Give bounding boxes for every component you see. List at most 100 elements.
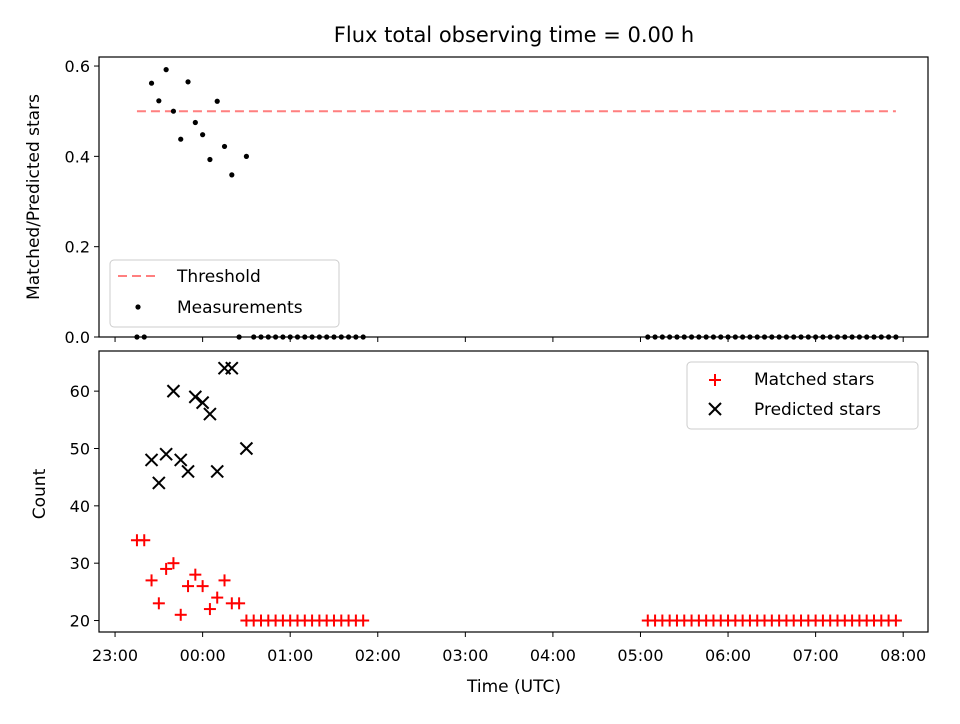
measurement-point	[243, 153, 250, 159]
measurement-point	[740, 334, 746, 340]
matched-star-point	[889, 614, 902, 627]
predicted-star-point	[166, 384, 181, 398]
measurement-point	[688, 334, 695, 340]
marker-stroke	[166, 384, 181, 398]
x-tick-label: 07:00	[793, 646, 839, 665]
measurement-point	[747, 334, 753, 340]
predicted-star-point	[210, 464, 224, 479]
x-tick-label: 02:00	[355, 646, 401, 665]
x-tick-label: 03:00	[442, 646, 488, 665]
y-tick-label: 0.4	[65, 147, 90, 166]
measurement-point	[652, 334, 658, 340]
matched-star-point	[182, 580, 195, 593]
y-tick-label: 0.6	[65, 57, 90, 76]
legend-matched-swatch	[709, 374, 721, 386]
top-x-axis	[114, 337, 904, 342]
bottom-y-axis: 20 30 40 50 60	[70, 382, 99, 631]
measurement-point	[667, 334, 673, 340]
predicted-star-point	[203, 407, 217, 421]
measurement-point	[324, 334, 330, 340]
x-tick-label: 04:00	[530, 646, 576, 665]
measurement-point	[353, 334, 359, 340]
predicted-star-point	[181, 464, 195, 479]
x-axis-label: Time (UTC)	[466, 677, 561, 697]
x-tick-label: 00:00	[180, 646, 226, 665]
predicted-star-point	[225, 361, 239, 375]
measurement-point	[761, 334, 768, 340]
matched-star-point	[145, 574, 158, 587]
marker-stroke	[181, 464, 195, 479]
chart-title: Flux total observing time = 0.00 h	[334, 23, 694, 47]
y-tick-label: 60	[70, 382, 90, 401]
measurement-point	[696, 334, 702, 340]
measurement-point	[732, 334, 738, 340]
measurement-point	[207, 156, 213, 163]
measurement-point	[885, 334, 892, 340]
y-tick-label: 0.0	[65, 328, 90, 347]
measurement-point	[280, 334, 286, 340]
predicted-star-point	[152, 476, 166, 490]
measurement-point	[156, 98, 162, 104]
measurement-point	[827, 334, 833, 340]
matched-star-point	[160, 562, 173, 575]
measurement-point	[849, 334, 855, 340]
bottom-x-axis: 23:00 00:00 01:00 02:00 03:00 04:00 05:00 06:00…	[92, 632, 926, 665]
bottom-panel-marks	[130, 361, 902, 627]
x-tick-label: 23:00	[92, 646, 138, 665]
measurement-point	[791, 334, 797, 340]
measurement-point	[200, 132, 206, 138]
bottom-y-axis-label: Count	[30, 468, 50, 519]
measurement-point	[754, 334, 760, 340]
measurement-point	[331, 334, 337, 340]
measurement-point	[170, 108, 177, 114]
measurement-point	[229, 172, 235, 178]
top-panel-frame	[98, 56, 929, 338]
measurement-point	[703, 334, 709, 340]
measurement-point	[776, 334, 782, 340]
bottom-panel-frame	[98, 350, 929, 633]
top-panel-marks	[134, 67, 899, 340]
measurement-point	[265, 334, 271, 340]
marker-stroke	[152, 476, 166, 490]
predicted-star-point	[188, 390, 203, 404]
matched-star-point	[138, 534, 151, 547]
measurement-point	[834, 334, 841, 340]
measurement-point	[178, 136, 184, 142]
measurement-point	[309, 334, 315, 340]
measurement-point	[769, 334, 775, 340]
marker-stroke	[195, 395, 210, 410]
legend-measurements-swatch	[135, 304, 141, 310]
measurement-point	[842, 334, 848, 340]
predicted-star-point	[239, 441, 254, 456]
x-tick-label: 05:00	[617, 646, 663, 665]
measurement-point	[338, 334, 344, 340]
predicted-star-point	[159, 447, 173, 461]
marker-stroke	[239, 441, 254, 456]
top-y-axis-label: Matched/Predicted stars	[24, 94, 44, 300]
bottom-legend-box	[686, 361, 919, 430]
matched-star-point	[211, 591, 224, 604]
legend-matched-label: Matched stars	[754, 370, 874, 390]
measurement-point	[681, 334, 687, 340]
legend-threshold-label: Threshold	[176, 267, 261, 287]
marker-stroke	[225, 361, 239, 375]
measurement-point	[820, 334, 826, 340]
marker-stroke	[174, 453, 188, 467]
x-tick-label: 06:00	[705, 646, 751, 665]
y-tick-label: 0.2	[65, 238, 90, 257]
matched-star-point	[167, 557, 180, 570]
measurement-point	[214, 98, 220, 104]
measurement-point	[645, 334, 651, 340]
matched-star-point	[357, 614, 370, 627]
matched-star-point	[203, 603, 216, 616]
predicted-star-point	[195, 395, 210, 410]
y-tick-label: 20	[70, 612, 90, 631]
marker-stroke	[188, 390, 203, 404]
predicted-star-point	[174, 453, 188, 467]
y-tick-label: 40	[70, 497, 90, 516]
top-y-axis: 0.0 0.2 0.4 0.6	[65, 57, 99, 347]
marker-stroke	[159, 447, 173, 461]
measurement-point	[856, 334, 863, 340]
legend-predicted-swatch	[708, 402, 722, 416]
